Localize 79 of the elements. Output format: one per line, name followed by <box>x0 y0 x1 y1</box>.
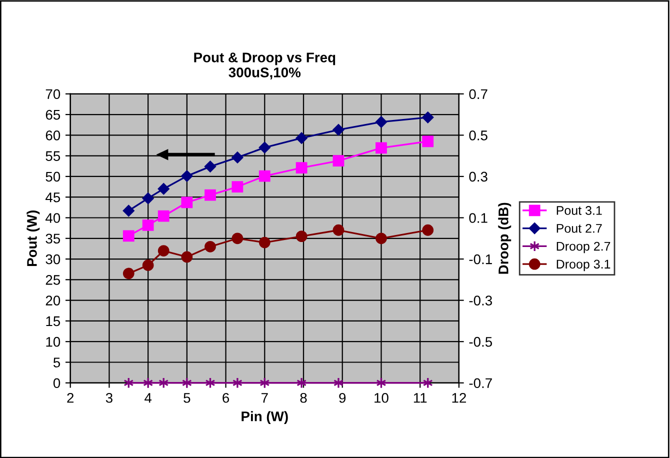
point <box>232 152 244 164</box>
legend-label: Pout 2.7 <box>556 224 602 233</box>
y2-tick-label: 0.7 <box>469 89 488 100</box>
y-tick-label: 65 <box>46 110 60 120</box>
y2-tick-label: -0.1 <box>469 254 492 264</box>
x-tick-label: 3 <box>106 392 112 403</box>
x-tick-label: 5 <box>184 393 190 403</box>
chart-title: Pout & Droop vs Freq 300uS,10% <box>194 52 336 80</box>
x-tick-label: 8 <box>300 392 307 403</box>
point <box>122 204 134 216</box>
y-tick-label: 45 <box>46 192 60 202</box>
point <box>332 124 344 136</box>
y2-tick-label: 0.5 <box>469 130 488 140</box>
x-tick-label: 2 <box>67 392 74 403</box>
y2-tick-label: -0.3 <box>469 296 492 306</box>
point <box>204 189 216 201</box>
point <box>204 160 216 172</box>
y-tick-label: 40 <box>46 213 60 223</box>
point <box>158 245 170 256</box>
point <box>376 142 387 154</box>
x-tick-label: 7 <box>262 393 268 403</box>
y2-tick-label: 0.3 <box>469 172 488 182</box>
point <box>181 251 193 263</box>
y-tick-label: 50 <box>46 172 60 182</box>
point <box>376 232 387 244</box>
y-tick-label: 0 <box>53 378 60 388</box>
point <box>122 230 134 242</box>
point <box>422 136 434 148</box>
y-tick-label: 10 <box>46 336 60 347</box>
point <box>122 268 134 280</box>
point <box>232 181 244 192</box>
y-tick-label: 5 <box>53 358 60 368</box>
point <box>181 196 193 208</box>
x-tick-label: 4 <box>144 393 152 403</box>
point <box>258 236 270 248</box>
point <box>422 112 434 124</box>
point <box>143 377 154 389</box>
point <box>296 162 308 174</box>
point <box>375 116 387 128</box>
point <box>158 183 170 195</box>
y2-tick-label: -0.7 <box>469 378 492 388</box>
y-tick-label: 60 <box>46 130 60 140</box>
point <box>142 192 154 204</box>
point <box>422 224 434 236</box>
x-axis-title: Pin (W) <box>242 411 288 424</box>
x-tick-label: 10 <box>374 392 388 403</box>
point <box>158 210 170 222</box>
point <box>204 240 216 252</box>
point <box>142 260 154 271</box>
y-tick-label: 25 <box>46 275 60 285</box>
y2-tick-label: -0.5 <box>469 336 492 347</box>
point <box>182 377 192 389</box>
point <box>333 377 344 389</box>
y2-axis-title: Droop (dB) <box>498 202 512 274</box>
y-tick-label: 20 <box>46 296 60 306</box>
point <box>332 155 344 166</box>
legend-label: Pout 3.1 <box>556 206 602 215</box>
point <box>258 170 270 182</box>
x-tick-label: 9 <box>339 392 346 403</box>
y-tick-label: 35 <box>46 234 60 244</box>
x-tick-label: 12 <box>452 392 466 403</box>
y-tick-label: 30 <box>46 254 60 264</box>
point <box>258 142 270 154</box>
legend-label: Droop 3.1 <box>556 260 610 272</box>
y-tick-label: 70 <box>46 89 60 100</box>
point <box>296 230 308 242</box>
point <box>142 219 154 231</box>
x-tick-label: 11 <box>414 393 427 403</box>
y2-tick-label: 0.1 <box>469 213 488 223</box>
y-tick-label: 15 <box>46 316 60 326</box>
point <box>332 224 344 236</box>
y-tick-label: 55 <box>46 151 60 161</box>
point <box>296 377 307 389</box>
y-axis-title: Pout (W) <box>26 210 40 266</box>
point <box>232 232 244 244</box>
point <box>296 132 308 144</box>
legend-label: Droop 2.7 <box>556 242 610 254</box>
x-tick-label: 6 <box>222 392 230 403</box>
point <box>181 170 193 182</box>
